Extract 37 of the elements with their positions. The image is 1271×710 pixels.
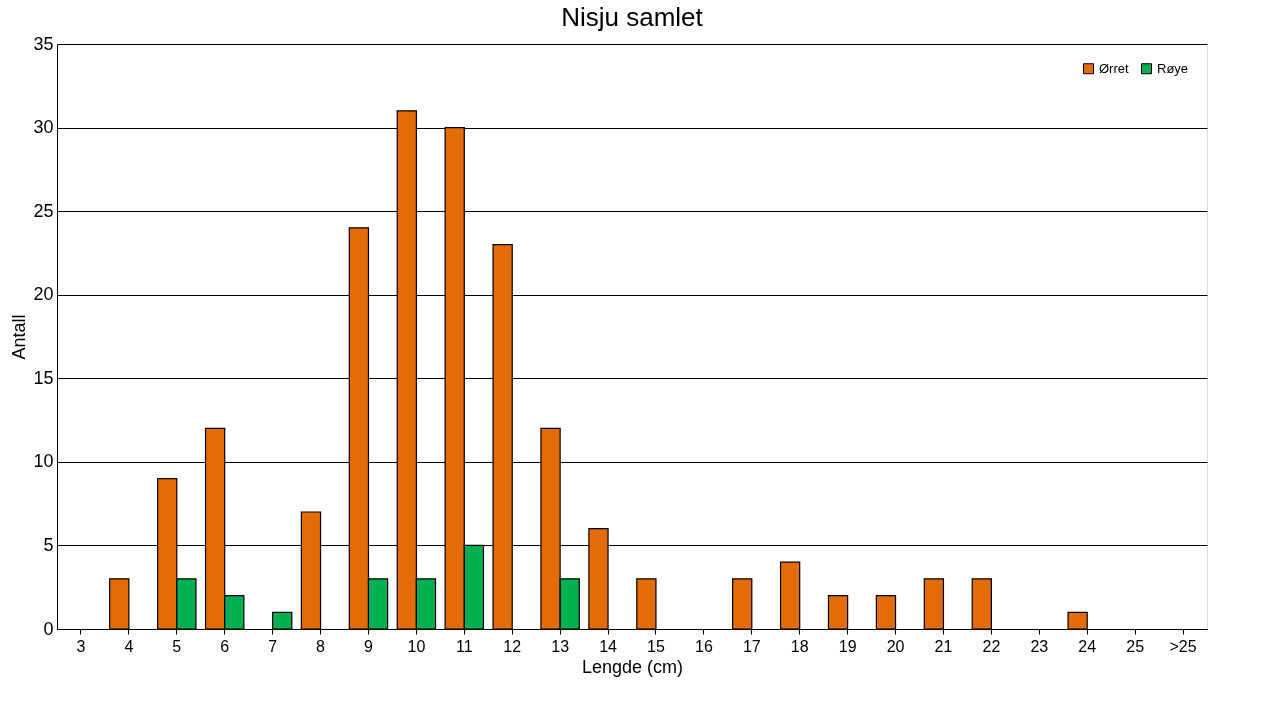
x-tick-label: 20 <box>886 637 905 655</box>
x-tick-label: 24 <box>1078 637 1097 655</box>
x-tick-label: 4 <box>124 637 134 655</box>
x-tick-label: 18 <box>790 637 809 655</box>
x-tick-label: 7 <box>268 637 278 655</box>
y-tick-label: 5 <box>43 534 54 555</box>
x-tick-label: 21 <box>934 637 953 655</box>
y-tick-label: 35 <box>33 33 54 54</box>
y-tick-label: 20 <box>33 284 54 305</box>
x-tick-label: 11 <box>455 637 473 655</box>
x-tick-label: 16 <box>694 637 713 655</box>
x-tick-label: 19 <box>838 637 857 655</box>
x-tick-label: 15 <box>647 637 665 655</box>
legend-label: Ørret <box>1099 60 1129 76</box>
x-tick-label: 5 <box>172 637 182 655</box>
x-tick-label: >25 <box>1169 637 1197 655</box>
x-tick-label: 13 <box>551 637 570 655</box>
x-tick-label: 12 <box>503 637 522 655</box>
x-tick-label: 17 <box>742 637 761 655</box>
x-tick-label: 10 <box>407 637 426 655</box>
y-tick-label: 30 <box>33 117 54 138</box>
x-tick-label: 23 <box>1030 637 1049 655</box>
x-tick-label: 3 <box>76 637 86 655</box>
x-axis-title: Lengde (cm) <box>581 656 684 677</box>
chart-title: Nisju samlet <box>561 2 704 32</box>
x-tick-label: 9 <box>364 637 374 655</box>
x-tick-label: 25 <box>1126 637 1145 655</box>
legend-label: Røye <box>1157 60 1189 76</box>
x-tick-label: 22 <box>982 637 1001 655</box>
y-tick-label: 10 <box>33 451 54 472</box>
y-axis-title: Antall <box>9 314 30 360</box>
x-tick-label: 14 <box>599 637 618 655</box>
x-tick-label: 6 <box>220 637 230 655</box>
y-tick-label: 25 <box>33 200 54 221</box>
y-tick-label: 15 <box>33 367 54 388</box>
y-tick-label: 0 <box>43 618 54 639</box>
x-tick-label: 8 <box>316 637 326 655</box>
